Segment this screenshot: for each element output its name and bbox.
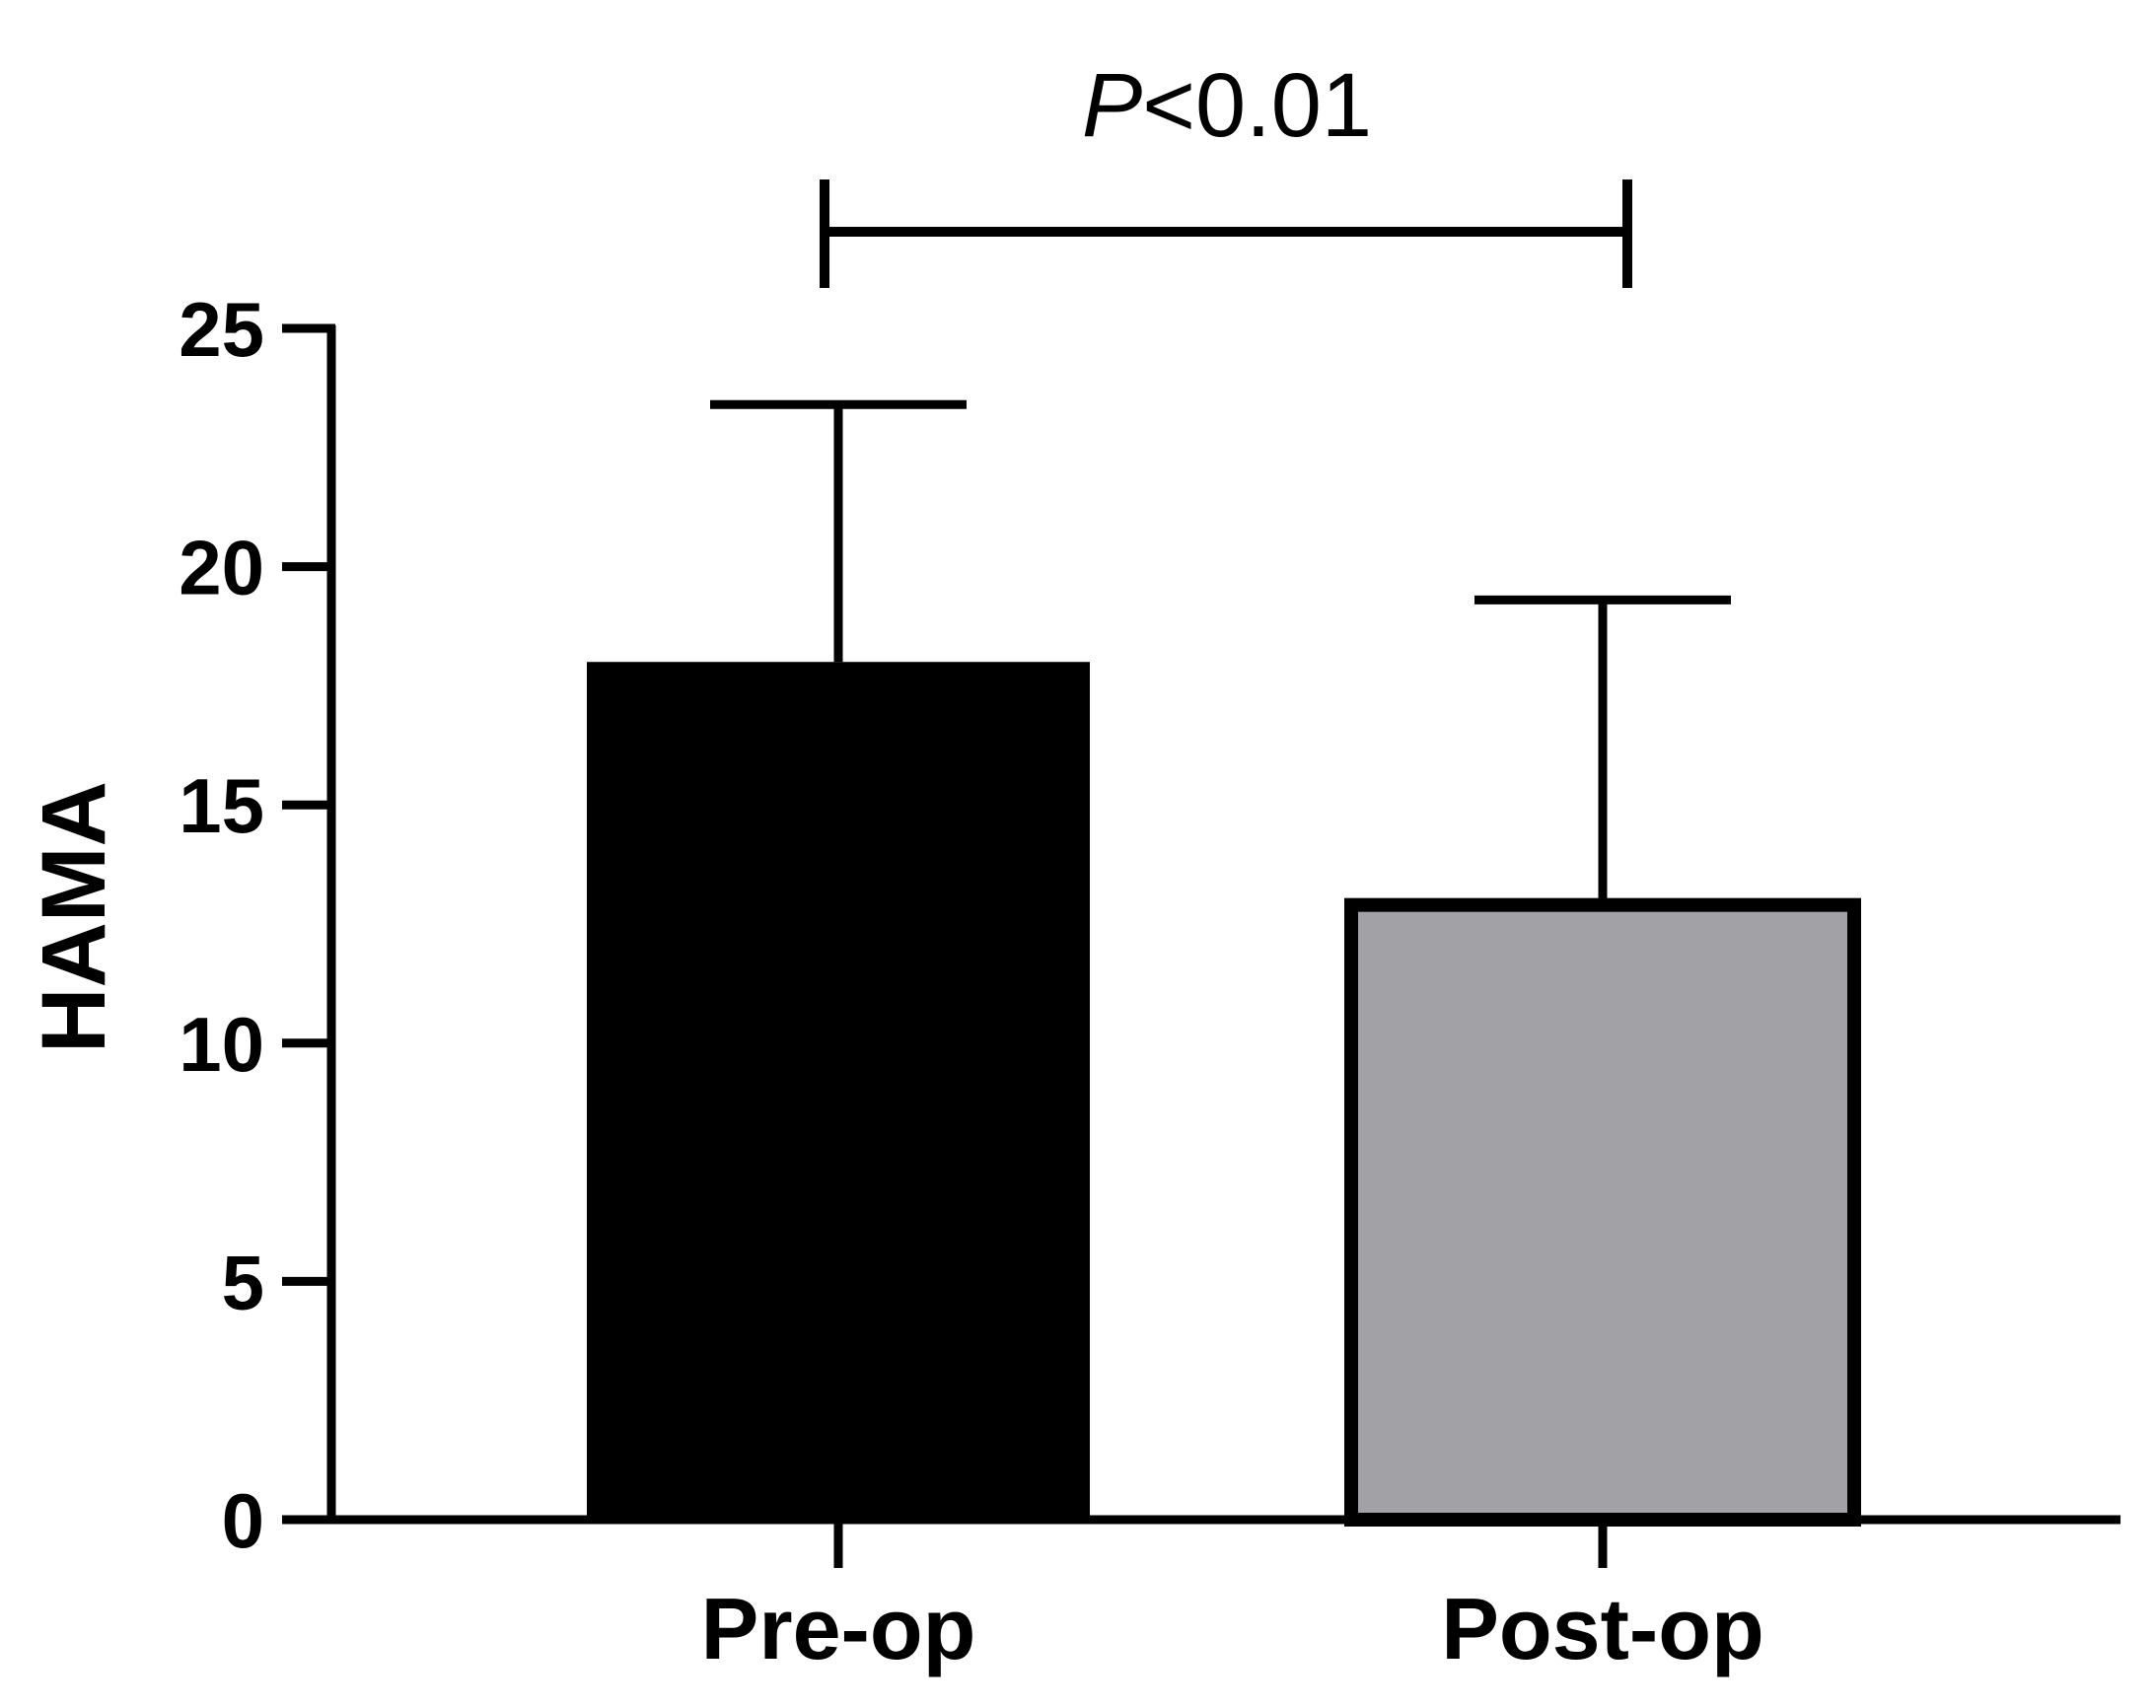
bar-pre-op	[587, 662, 1090, 1520]
y-ticks: 0 5 10 15 20 25	[179, 286, 335, 1564]
bar-post-op	[1344, 897, 1861, 1527]
p-symbol: P	[1082, 55, 1142, 156]
error-bars	[710, 399, 1731, 905]
p-threshold: <0.01	[1142, 55, 1372, 156]
y-tick-label-20: 20	[179, 525, 264, 611]
axes	[326, 325, 2120, 1525]
y-tick-label-25: 25	[179, 286, 264, 373]
x-tick-label-pre-op: Pre-op	[701, 1580, 976, 1677]
y-tick-label-5: 5	[222, 1239, 264, 1325]
y-tick-label-10: 10	[179, 1001, 264, 1088]
p-value-label: P<0.01	[1082, 55, 1372, 156]
significance-bracket: P<0.01	[820, 55, 1632, 288]
y-axis-label: HAMA	[24, 781, 124, 1053]
x-ticks: Pre-op Post-op	[701, 1520, 1764, 1677]
y-tick-label-0: 0	[222, 1477, 264, 1564]
bars	[587, 662, 1861, 1527]
y-tick-label-15: 15	[179, 762, 264, 849]
x-tick-label-post-op: Post-op	[1441, 1580, 1764, 1677]
